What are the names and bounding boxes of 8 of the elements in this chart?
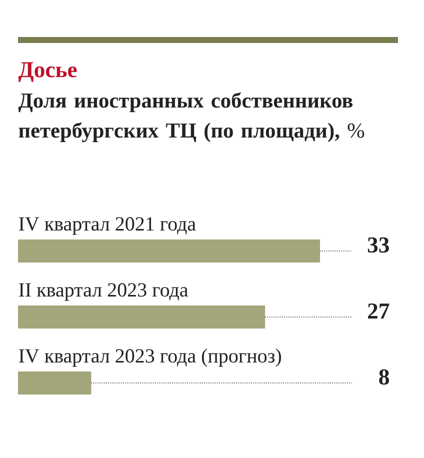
data-label: 33 <box>368 237 389 253</box>
chart-subtitle: Доля иностранных собственников петербургских ТЦ (по площади), % <box>18 92 364 142</box>
data-label: 27 <box>368 303 390 319</box>
chart-title: Досье <box>18 62 77 82</box>
y-tick-label: IV квартал 2021 года <box>19 217 196 235</box>
data-label: 8 <box>379 369 389 385</box>
y-tick-label: II квартал 2023 года <box>19 283 188 301</box>
y-tick-label: IV квартал 2023 года (прогноз) <box>19 348 281 367</box>
